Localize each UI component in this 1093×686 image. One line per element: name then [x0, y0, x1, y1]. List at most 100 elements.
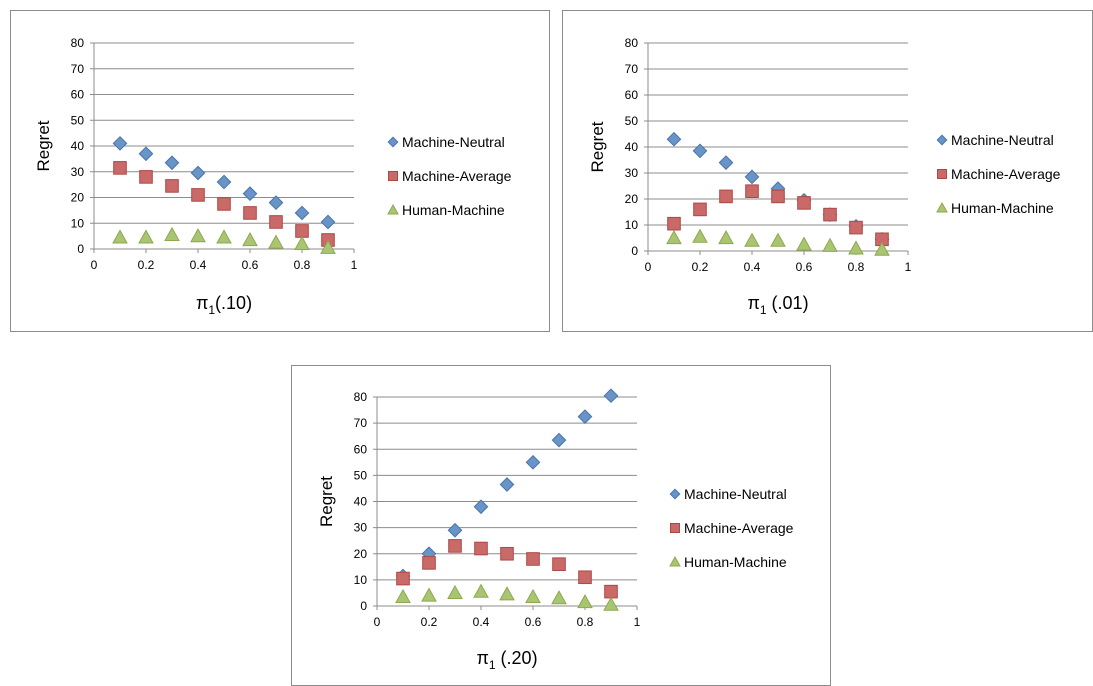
data-point [744, 232, 760, 247]
series-machine-neutral [112, 136, 336, 230]
data-point [604, 584, 618, 599]
data-point [796, 236, 812, 251]
data-point [447, 522, 463, 538]
data-point [320, 214, 336, 230]
data-point [849, 220, 863, 235]
data-point [422, 556, 436, 570]
data-point [692, 143, 708, 159]
data-point [551, 590, 567, 605]
data-point [603, 596, 619, 611]
data-point [667, 216, 681, 231]
legend-marker [669, 555, 681, 567]
x-tick-label: 0.8 [848, 260, 865, 274]
series-machine-average [667, 184, 889, 247]
data-point [112, 136, 128, 151]
data-point [577, 594, 593, 609]
legend: Machine-Neutral Machine-Average Human-Mach… [387, 134, 512, 218]
x-axis-label: π1 (.20) [476, 648, 537, 672]
legend: Machine-Neutral Machine-Average Human-Mach… [936, 132, 1061, 216]
data-point [693, 202, 707, 217]
data-point [526, 552, 540, 566]
data-point [139, 170, 153, 184]
data-point [848, 240, 864, 255]
data-point [666, 229, 682, 245]
legend-label: Machine-Neutral [951, 132, 1054, 148]
y-tick-label: 60 [71, 88, 85, 102]
data-point [577, 409, 593, 424]
y-tick-label: 10 [71, 216, 85, 230]
data-point [823, 207, 837, 222]
gridlines [94, 42, 354, 224]
data-point [797, 196, 811, 210]
y-tick-label: 80 [71, 36, 85, 50]
y-tick-label: 40 [625, 140, 639, 154]
data-point [874, 241, 890, 256]
data-point [719, 189, 733, 204]
x-tick-label: 0.2 [692, 260, 709, 274]
x-tick-label: 0.2 [421, 615, 438, 629]
x-tick-label: 0 [374, 615, 381, 629]
data-point [744, 169, 760, 185]
y-tick-label: 30 [71, 165, 85, 179]
data-point [190, 165, 206, 181]
series-machine-average [396, 539, 618, 599]
data-point [525, 454, 541, 470]
legend-label: Machine-Average [684, 520, 794, 536]
y-axis-label: Regret [34, 120, 53, 171]
y-tick-label: 60 [625, 88, 639, 102]
y-tick-label: 80 [354, 390, 368, 404]
data-point [268, 234, 284, 249]
x-tick-label: 0.4 [190, 258, 207, 272]
data-point [474, 541, 488, 556]
y-tick-label: 20 [354, 547, 368, 561]
data-point [525, 588, 541, 603]
x-axis-label: π1 (.01) [747, 293, 808, 317]
y-tick-label: 10 [354, 573, 368, 587]
data-point [294, 235, 310, 250]
data-point [113, 161, 127, 175]
legend-marker [936, 134, 948, 146]
series-human-machine [666, 228, 890, 256]
data-point [164, 226, 180, 241]
chart-panel-pi1-10: 0 10 20 30 40 50 60 70 80 0 0.2 0.4 0.6 0.8 1 Regret π1(… [10, 10, 550, 332]
data-point [396, 571, 410, 586]
data-point [499, 586, 515, 601]
y-tick-label: 50 [71, 113, 85, 127]
data-point [217, 197, 231, 211]
legend-marker [387, 136, 399, 148]
data-point [138, 229, 154, 244]
x-tick-label: 0.6 [525, 615, 542, 629]
data-point [216, 174, 232, 190]
y-tick-label: 20 [71, 191, 85, 205]
y-axis-label: Regret [588, 121, 607, 172]
data-point [112, 229, 128, 244]
data-point [165, 179, 179, 193]
y-tick-label: 10 [625, 218, 639, 232]
data-point [395, 588, 411, 603]
data-point [216, 229, 232, 244]
legend-label: Human-Machine [684, 554, 787, 570]
data-point [500, 546, 514, 561]
legend-marker [936, 201, 948, 213]
data-point [745, 184, 759, 198]
legend-marker [387, 203, 399, 215]
x-tick-label: 0 [91, 258, 98, 272]
legend-label: Human-Machine [402, 202, 505, 218]
y-tick-label: 30 [625, 166, 639, 180]
data-point [268, 195, 284, 211]
data-point [552, 557, 566, 571]
y-tick-label: 0 [360, 599, 367, 613]
chart-svg: 0 10 20 30 40 50 60 70 80 0 0.2 0.4 0.6 0.8 1 Regret π1(… [34, 36, 512, 317]
x-tick-label: 0.8 [577, 615, 594, 629]
legend-label: Machine-Average [402, 168, 512, 184]
x-tick-label: 1 [905, 260, 912, 274]
chart-panel-pi1-20: 0 10 20 30 40 50 60 70 80 0 0.2 0.4 0.6 0.8 1 Regret π1 … [291, 365, 831, 686]
data-point [448, 539, 462, 553]
data-point [718, 155, 734, 170]
y-tick-label: 60 [354, 442, 368, 456]
series-machine-average [113, 161, 335, 247]
data-point [243, 206, 257, 220]
data-point [822, 237, 838, 252]
legend-label: Machine-Neutral [402, 134, 505, 150]
data-point [692, 228, 708, 243]
